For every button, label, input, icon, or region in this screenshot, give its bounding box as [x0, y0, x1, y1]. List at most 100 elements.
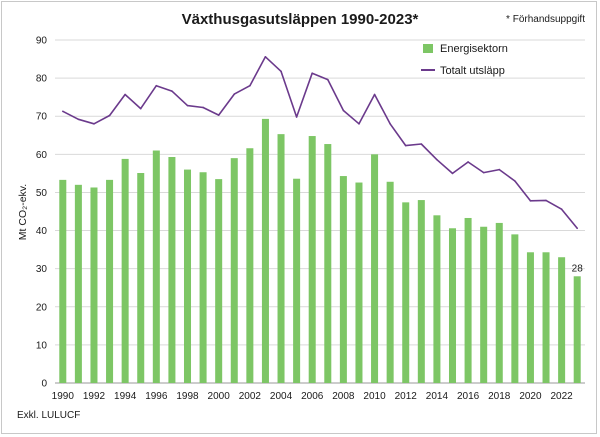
bar-2022: [558, 257, 566, 383]
bar-1998: [183, 169, 192, 383]
bar-2021: [542, 252, 550, 383]
line-point-1990: [61, 110, 64, 113]
bar-2017: [480, 226, 488, 383]
line-point-2010: [373, 93, 376, 96]
legend-swatch-energisektorn: [423, 44, 433, 53]
line-point-2019: [514, 180, 516, 182]
line-point-2005: [295, 116, 298, 118]
bar-1991: [74, 184, 82, 383]
bar-1996: [152, 150, 160, 383]
bar-1999: [199, 172, 207, 383]
bar-2023: [573, 276, 581, 383]
line-point-1997: [171, 90, 173, 92]
x-tick-label: 2010: [363, 391, 386, 402]
line-point-1993: [108, 114, 111, 117]
y-tick-label: 20: [36, 302, 48, 313]
bar-2008: [339, 176, 347, 383]
line-series-totalt-utslapp: [62, 55, 578, 229]
line-point-2009: [358, 123, 360, 125]
bar-1994: [121, 158, 129, 383]
x-tick-label: 1998: [176, 391, 199, 402]
bar-2016: [464, 217, 472, 383]
x-tick-label: 2006: [301, 391, 324, 402]
y-tick-label: 40: [36, 226, 48, 237]
line-point-2020: [529, 200, 532, 202]
y-axis-ticks: 0 10 20 30 40 50 60 70 80 90: [36, 36, 48, 390]
bar-2010: [371, 154, 379, 383]
x-tick-label: 1992: [83, 391, 106, 402]
bar-2006: [308, 136, 316, 383]
line-point-2017: [482, 171, 485, 174]
gridlines: [55, 39, 585, 384]
x-tick-label: 2020: [519, 391, 542, 402]
line-point-1992: [93, 123, 95, 125]
line-point-1995: [139, 107, 142, 110]
bar-2000: [215, 179, 223, 383]
bar-1993: [106, 179, 114, 383]
bar-2012: [402, 202, 410, 383]
x-tick-label: 2022: [550, 391, 573, 402]
line-point-2011: [389, 123, 391, 125]
line-point-2001: [233, 93, 236, 95]
bar-2004: [277, 134, 285, 383]
line-point-2022: [560, 208, 563, 211]
legend-label-totalt-utslapp: Totalt utsläpp: [440, 65, 505, 77]
chart-footnote: Exkl. LULUCF: [17, 410, 80, 421]
line-point-2021: [545, 199, 547, 202]
x-tick-label: 2004: [270, 391, 293, 402]
bar-2020: [526, 252, 534, 383]
bar-2003: [261, 118, 269, 383]
line-point-1996: [155, 84, 158, 87]
bar-2014: [433, 215, 441, 383]
line-point-2012: [404, 144, 407, 147]
bar-2002: [246, 148, 254, 383]
line-point-2007: [326, 78, 329, 81]
data-label: 28: [572, 263, 584, 274]
x-tick-label: 2012: [395, 391, 418, 402]
x-tick-label: 2002: [239, 391, 262, 402]
y-tick-label: 70: [36, 112, 48, 123]
line-point-1998: [186, 104, 189, 107]
bar-2018: [495, 222, 503, 383]
y-tick-label: 60: [36, 150, 48, 161]
line-point-2003: [264, 55, 267, 58]
bar-1990: [59, 179, 67, 383]
line-point-2014: [436, 158, 438, 161]
line-point-2000: [217, 114, 220, 116]
chart-note: * Förhandsuppgift: [506, 14, 585, 25]
x-tick-label: 2016: [457, 391, 480, 402]
data-labels: 28: [572, 263, 584, 274]
x-axis-ticks: 1990 1992 1994 1996 1998 2000 2002 2004 2006 2008…: [52, 391, 574, 402]
bar-2001: [230, 158, 238, 383]
bar-1992: [90, 187, 98, 383]
bar-2019: [511, 234, 519, 383]
y-tick-label: 80: [36, 74, 48, 85]
bar-2009: [355, 182, 363, 383]
line-point-2006: [311, 72, 314, 74]
line-point-2004: [280, 70, 282, 73]
line-point-2018: [498, 168, 501, 171]
x-tick-label: 1996: [145, 391, 168, 402]
line-point-2023: [576, 227, 579, 230]
y-tick-label: 30: [36, 264, 48, 275]
line-point-2013: [420, 143, 423, 145]
bar-2015: [448, 228, 457, 383]
y-axis-label: Mt CO₂-ekv.: [17, 184, 29, 240]
y-tick-label: 50: [36, 188, 48, 199]
x-tick-label: 2014: [426, 391, 449, 402]
bar-2005: [293, 178, 301, 383]
line-point-1994: [124, 93, 126, 96]
line-point-1999: [202, 106, 204, 109]
bars-energisektorn: [59, 118, 581, 383]
x-tick-label: 2008: [332, 391, 355, 402]
line-point-2015: [451, 172, 454, 175]
y-tick-label: 90: [36, 36, 48, 47]
line-point-2008: [342, 109, 345, 112]
y-tick-label: 10: [36, 340, 48, 351]
x-tick-label: 2018: [488, 391, 511, 402]
line-totalt-utslapp: [61, 55, 579, 230]
bar-2013: [417, 200, 425, 383]
line-point-1991: [77, 118, 80, 121]
bar-2007: [324, 144, 332, 383]
